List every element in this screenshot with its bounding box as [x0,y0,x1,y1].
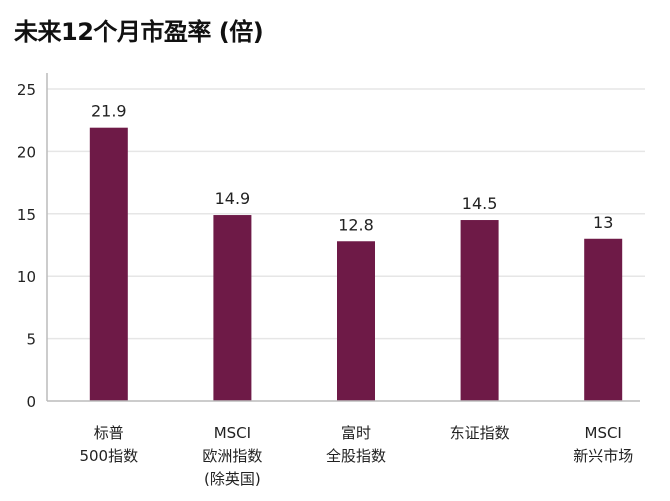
x-tick-label: 标普 [94,424,124,442]
y-tick-label: 15 [17,206,36,224]
y-tick-label: 10 [17,268,36,286]
y-tick-label: 5 [26,331,36,349]
x-tick-label: 富时 [341,424,371,442]
x-tick-label: MSCI [585,424,622,442]
data-label: 12.8 [338,215,374,234]
data-label: 21.9 [91,102,127,121]
x-tick-label: 全股指数 [326,447,386,465]
bar [213,215,252,401]
data-label: 14.5 [462,194,498,213]
x-tick-label: 东证指数 [450,424,510,442]
y-tick-label: 0 [26,393,36,411]
bar [460,220,499,401]
y-tick-label: 25 [17,81,36,99]
y-tick-label: 20 [17,143,36,161]
bar [584,238,623,401]
data-label: 13 [593,213,613,232]
bar [89,127,128,402]
x-tick-label: MSCI [214,424,251,442]
bar [337,241,375,401]
chart-title: 未来12个月市盈率 (倍) [14,18,264,46]
x-tick-label: 500指数 [79,447,138,465]
x-tick-label: (除英国) [204,470,261,488]
x-tick-label: 新兴市场 [573,447,633,465]
x-tick-label: 欧洲指数 [202,447,262,465]
data-label: 14.9 [215,189,251,208]
